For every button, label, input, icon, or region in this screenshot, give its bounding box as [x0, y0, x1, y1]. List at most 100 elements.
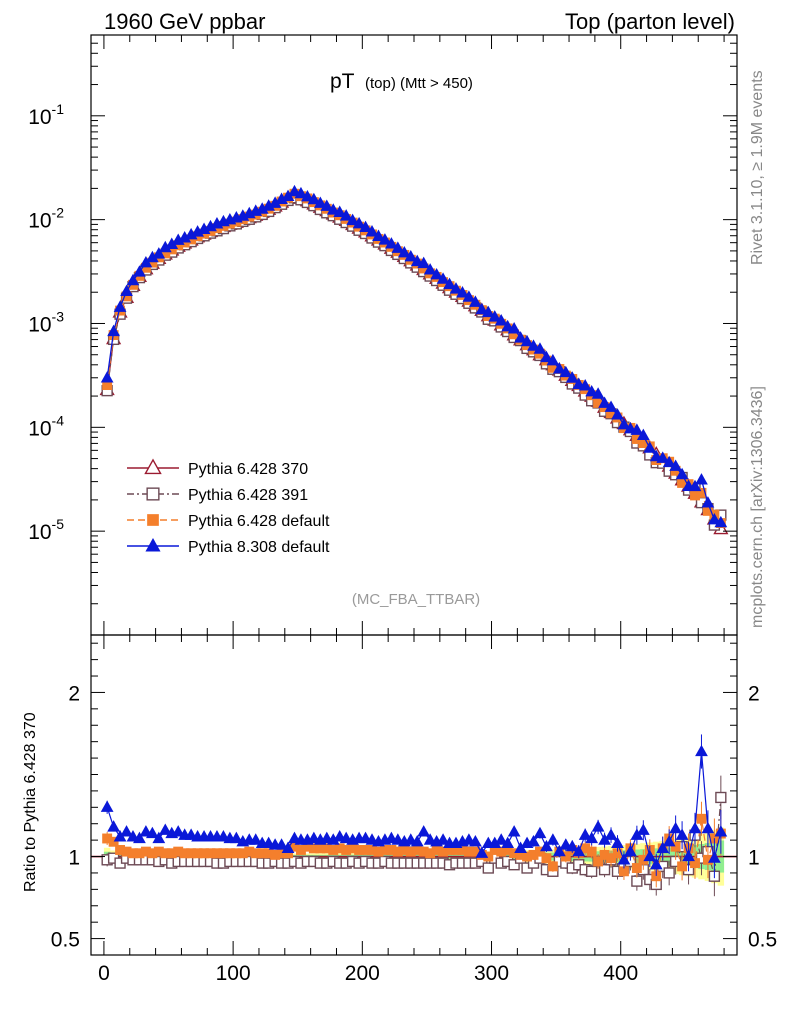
main-data-point	[113, 300, 127, 312]
ratio-data-point	[489, 845, 500, 855]
header-observable-label: Top (parton level)	[565, 9, 735, 34]
legend-label: Pythia 6.428 370	[188, 461, 308, 478]
ratio-data-point	[586, 865, 598, 877]
ratio-data-point	[308, 843, 319, 854]
main-data-point	[372, 229, 385, 241]
ratio-data-point	[158, 823, 172, 835]
ratio-data-point	[192, 848, 203, 859]
main-data-point	[604, 400, 618, 412]
ratio-data-point	[367, 845, 377, 855]
ratio-data-point	[560, 851, 571, 862]
ratio-data-point	[120, 825, 133, 837]
plot-title-main: pT	[330, 70, 355, 93]
ratio-data-point	[507, 825, 521, 837]
main-data-point	[120, 284, 133, 297]
main-data-point	[695, 473, 708, 485]
ratio-data-point	[302, 841, 313, 852]
ratio-data-point	[275, 838, 288, 850]
main-data-point	[547, 362, 558, 373]
ratio-plot-frame	[90, 634, 738, 956]
ratio-data-point	[171, 825, 185, 837]
ratio-data-point	[611, 836, 624, 849]
main-data-point	[126, 273, 140, 286]
ratio-data-point	[688, 821, 702, 834]
main-data-point	[178, 231, 192, 243]
ratio-data-point	[360, 845, 371, 855]
ratio-data-point	[675, 828, 689, 840]
main-data-point	[630, 423, 644, 435]
ratio-data-point	[631, 863, 642, 873]
plot-title: pT (top) (Mtt > 450)	[330, 70, 473, 93]
main-data-point	[708, 512, 721, 525]
ratio-series-1	[101, 775, 727, 897]
main-data-point	[100, 371, 114, 383]
main-data-point	[701, 496, 715, 508]
ratio-data-point	[145, 826, 159, 839]
ratio-plot-layer	[91, 734, 737, 897]
ratio-data-point	[347, 843, 358, 854]
main-data-point	[606, 408, 616, 419]
ratio-data-point	[580, 843, 591, 854]
ratio-data-point	[651, 871, 662, 882]
main-data-point	[468, 295, 482, 307]
main-data-point	[696, 487, 707, 498]
header-energy-label: 1960 GeV ppbar	[104, 9, 265, 34]
ratio-series-3	[100, 734, 728, 879]
ratio-data-point	[444, 845, 455, 855]
main-data-point	[436, 272, 450, 284]
ratio-data-point	[463, 846, 474, 857]
ratio-data-point	[296, 845, 306, 855]
ratio-data-point	[160, 848, 171, 859]
ratio-data-point	[107, 820, 120, 832]
main-data-point	[507, 322, 521, 334]
main-y-tick-label: 10-1	[28, 101, 64, 129]
legend-marker	[146, 487, 160, 501]
ratio-data-point	[133, 831, 146, 844]
ratio-data-point	[565, 839, 579, 852]
legend-entry: Pythia 6.428 370	[127, 458, 308, 478]
ratio-data-point	[515, 849, 526, 860]
x-tick-label: 400	[603, 962, 638, 985]
main-data-point	[294, 186, 308, 199]
ratio-data-point	[643, 849, 657, 862]
legend-marker	[145, 537, 161, 552]
ratio-data-point	[591, 820, 605, 832]
ratio-data-point	[283, 848, 293, 859]
ratio-data-point	[527, 834, 540, 847]
main-data-point	[475, 302, 489, 315]
main-y-tick-label: 10-4	[28, 412, 64, 440]
ratio-data-point	[244, 846, 255, 857]
main-data-point	[456, 286, 469, 298]
ratio-data-point	[599, 849, 610, 860]
ratio-data-point	[586, 846, 597, 857]
legend: Pythia 6.428 370 Pythia 6.428 391 Pythia 6…	[127, 458, 330, 556]
main-data-point	[643, 441, 657, 453]
ratio-y-tick-label-right: 0.5	[748, 929, 777, 952]
ratio-data-point	[598, 864, 611, 876]
main-data-point	[423, 263, 437, 275]
main-data-point	[675, 467, 689, 480]
ratio-data-point	[250, 848, 261, 859]
ratio-data-point	[578, 828, 592, 840]
ratio-data-point	[425, 848, 436, 859]
main-series-line	[106, 195, 722, 530]
ratio-data-point	[218, 848, 229, 859]
ratio-data-point	[624, 844, 637, 857]
main-data-point	[140, 262, 151, 273]
ratio-data-point	[128, 848, 138, 859]
ratio-data-point	[598, 833, 611, 845]
ratio-data-point	[249, 833, 263, 845]
main-data-point	[488, 310, 502, 322]
ratio-data-point	[702, 854, 713, 865]
ratio-data-point	[494, 833, 508, 845]
ratio-data-point	[649, 857, 663, 870]
main-data-point	[385, 237, 398, 249]
ratio-data-point	[708, 851, 721, 863]
ratio-data-point	[572, 844, 586, 857]
ratio-data-point	[257, 848, 268, 859]
main-data-point	[147, 257, 158, 268]
legend-entry: Pythia 6.428 391	[127, 487, 308, 504]
main-data-point	[307, 192, 321, 205]
main-data-point	[481, 305, 495, 318]
plot-title-sub: (top) (Mtt > 450)	[365, 75, 473, 92]
